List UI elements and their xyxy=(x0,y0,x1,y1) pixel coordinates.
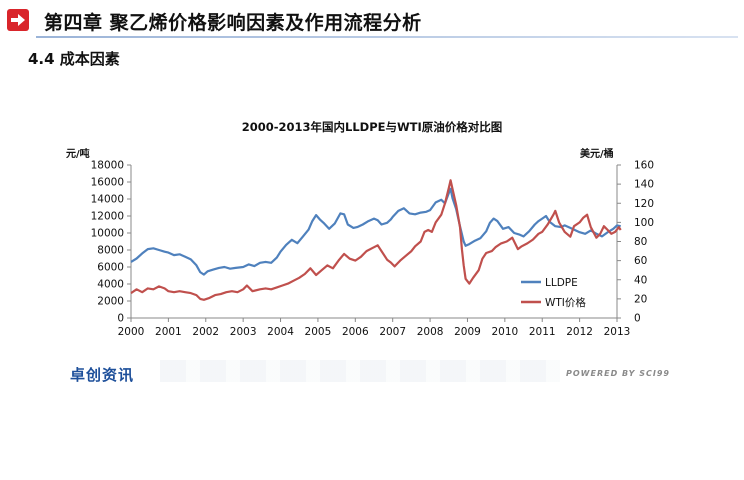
x-tick-label: 2007 xyxy=(379,326,406,338)
chart-legend: LLDPE WTI价格 xyxy=(521,277,586,309)
arrow-right-icon xyxy=(7,9,29,31)
left-tick-label: 2000 xyxy=(97,296,124,308)
right-tick-label: 80 xyxy=(634,236,647,248)
x-tick-label: 2012 xyxy=(566,326,593,338)
slide-title: 第四章 聚乙烯价格影响因素及作用流程分析 xyxy=(44,12,422,34)
left-tick-label: 12000 xyxy=(91,211,124,223)
chart-title: 2000-2013年国内LLDPE与WTI原油价格对比图 xyxy=(242,120,503,134)
left-tick-label: 10000 xyxy=(91,228,124,240)
footer-watermark xyxy=(160,360,560,382)
x-tick-label: 2009 xyxy=(454,326,481,338)
chart-series xyxy=(130,179,622,301)
right-axis-label: 美元/桶 xyxy=(580,147,614,160)
x-tick-label: 2004 xyxy=(267,326,294,338)
x-tick-label: 2000 xyxy=(118,326,145,338)
x-tick-label: 2010 xyxy=(491,326,518,338)
legend-label: LLDPE xyxy=(545,277,578,289)
right-tick-label: 160 xyxy=(634,160,654,172)
chart-axes: 0200040006000800010000120001400016000180… xyxy=(91,160,654,339)
left-tick-label: 14000 xyxy=(91,194,124,206)
right-tick-label: 60 xyxy=(634,255,647,267)
left-tick-label: 4000 xyxy=(97,279,124,291)
header-divider xyxy=(36,36,738,38)
wti-price-line xyxy=(130,179,622,301)
right-tick-label: 40 xyxy=(634,274,647,286)
left-tick-label: 16000 xyxy=(91,177,124,189)
legend-label: WTI价格 xyxy=(545,296,586,309)
left-axis-label: 元/吨 xyxy=(66,147,90,160)
x-tick-label: 2006 xyxy=(342,326,369,338)
right-tick-label: 140 xyxy=(634,179,654,191)
left-tick-label: 8000 xyxy=(97,245,124,257)
left-tick-label: 0 xyxy=(117,313,124,325)
x-tick-label: 2008 xyxy=(417,326,444,338)
x-tick-label: 2005 xyxy=(305,326,332,338)
lldpe-price-line xyxy=(130,187,621,276)
right-tick-label: 120 xyxy=(634,198,654,210)
x-tick-label: 2003 xyxy=(230,326,257,338)
footer-powered-by: POWERED BY SCI99 xyxy=(566,369,670,378)
left-tick-label: 6000 xyxy=(97,262,124,274)
section-title: 4.4 成本因素 xyxy=(28,50,120,68)
right-tick-label: 100 xyxy=(634,217,654,229)
x-tick-label: 2002 xyxy=(192,326,219,338)
x-tick-label: 2011 xyxy=(529,326,556,338)
x-tick-label: 2013 xyxy=(604,326,631,338)
slide-header: 第四章 聚乙烯价格影响因素及作用流程分析 xyxy=(0,0,744,40)
x-tick-label: 2001 xyxy=(155,326,182,338)
right-tick-label: 20 xyxy=(634,293,647,305)
left-tick-label: 18000 xyxy=(91,160,124,172)
footer-logo: 卓创资讯 xyxy=(70,366,135,384)
right-tick-label: 0 xyxy=(634,313,641,325)
